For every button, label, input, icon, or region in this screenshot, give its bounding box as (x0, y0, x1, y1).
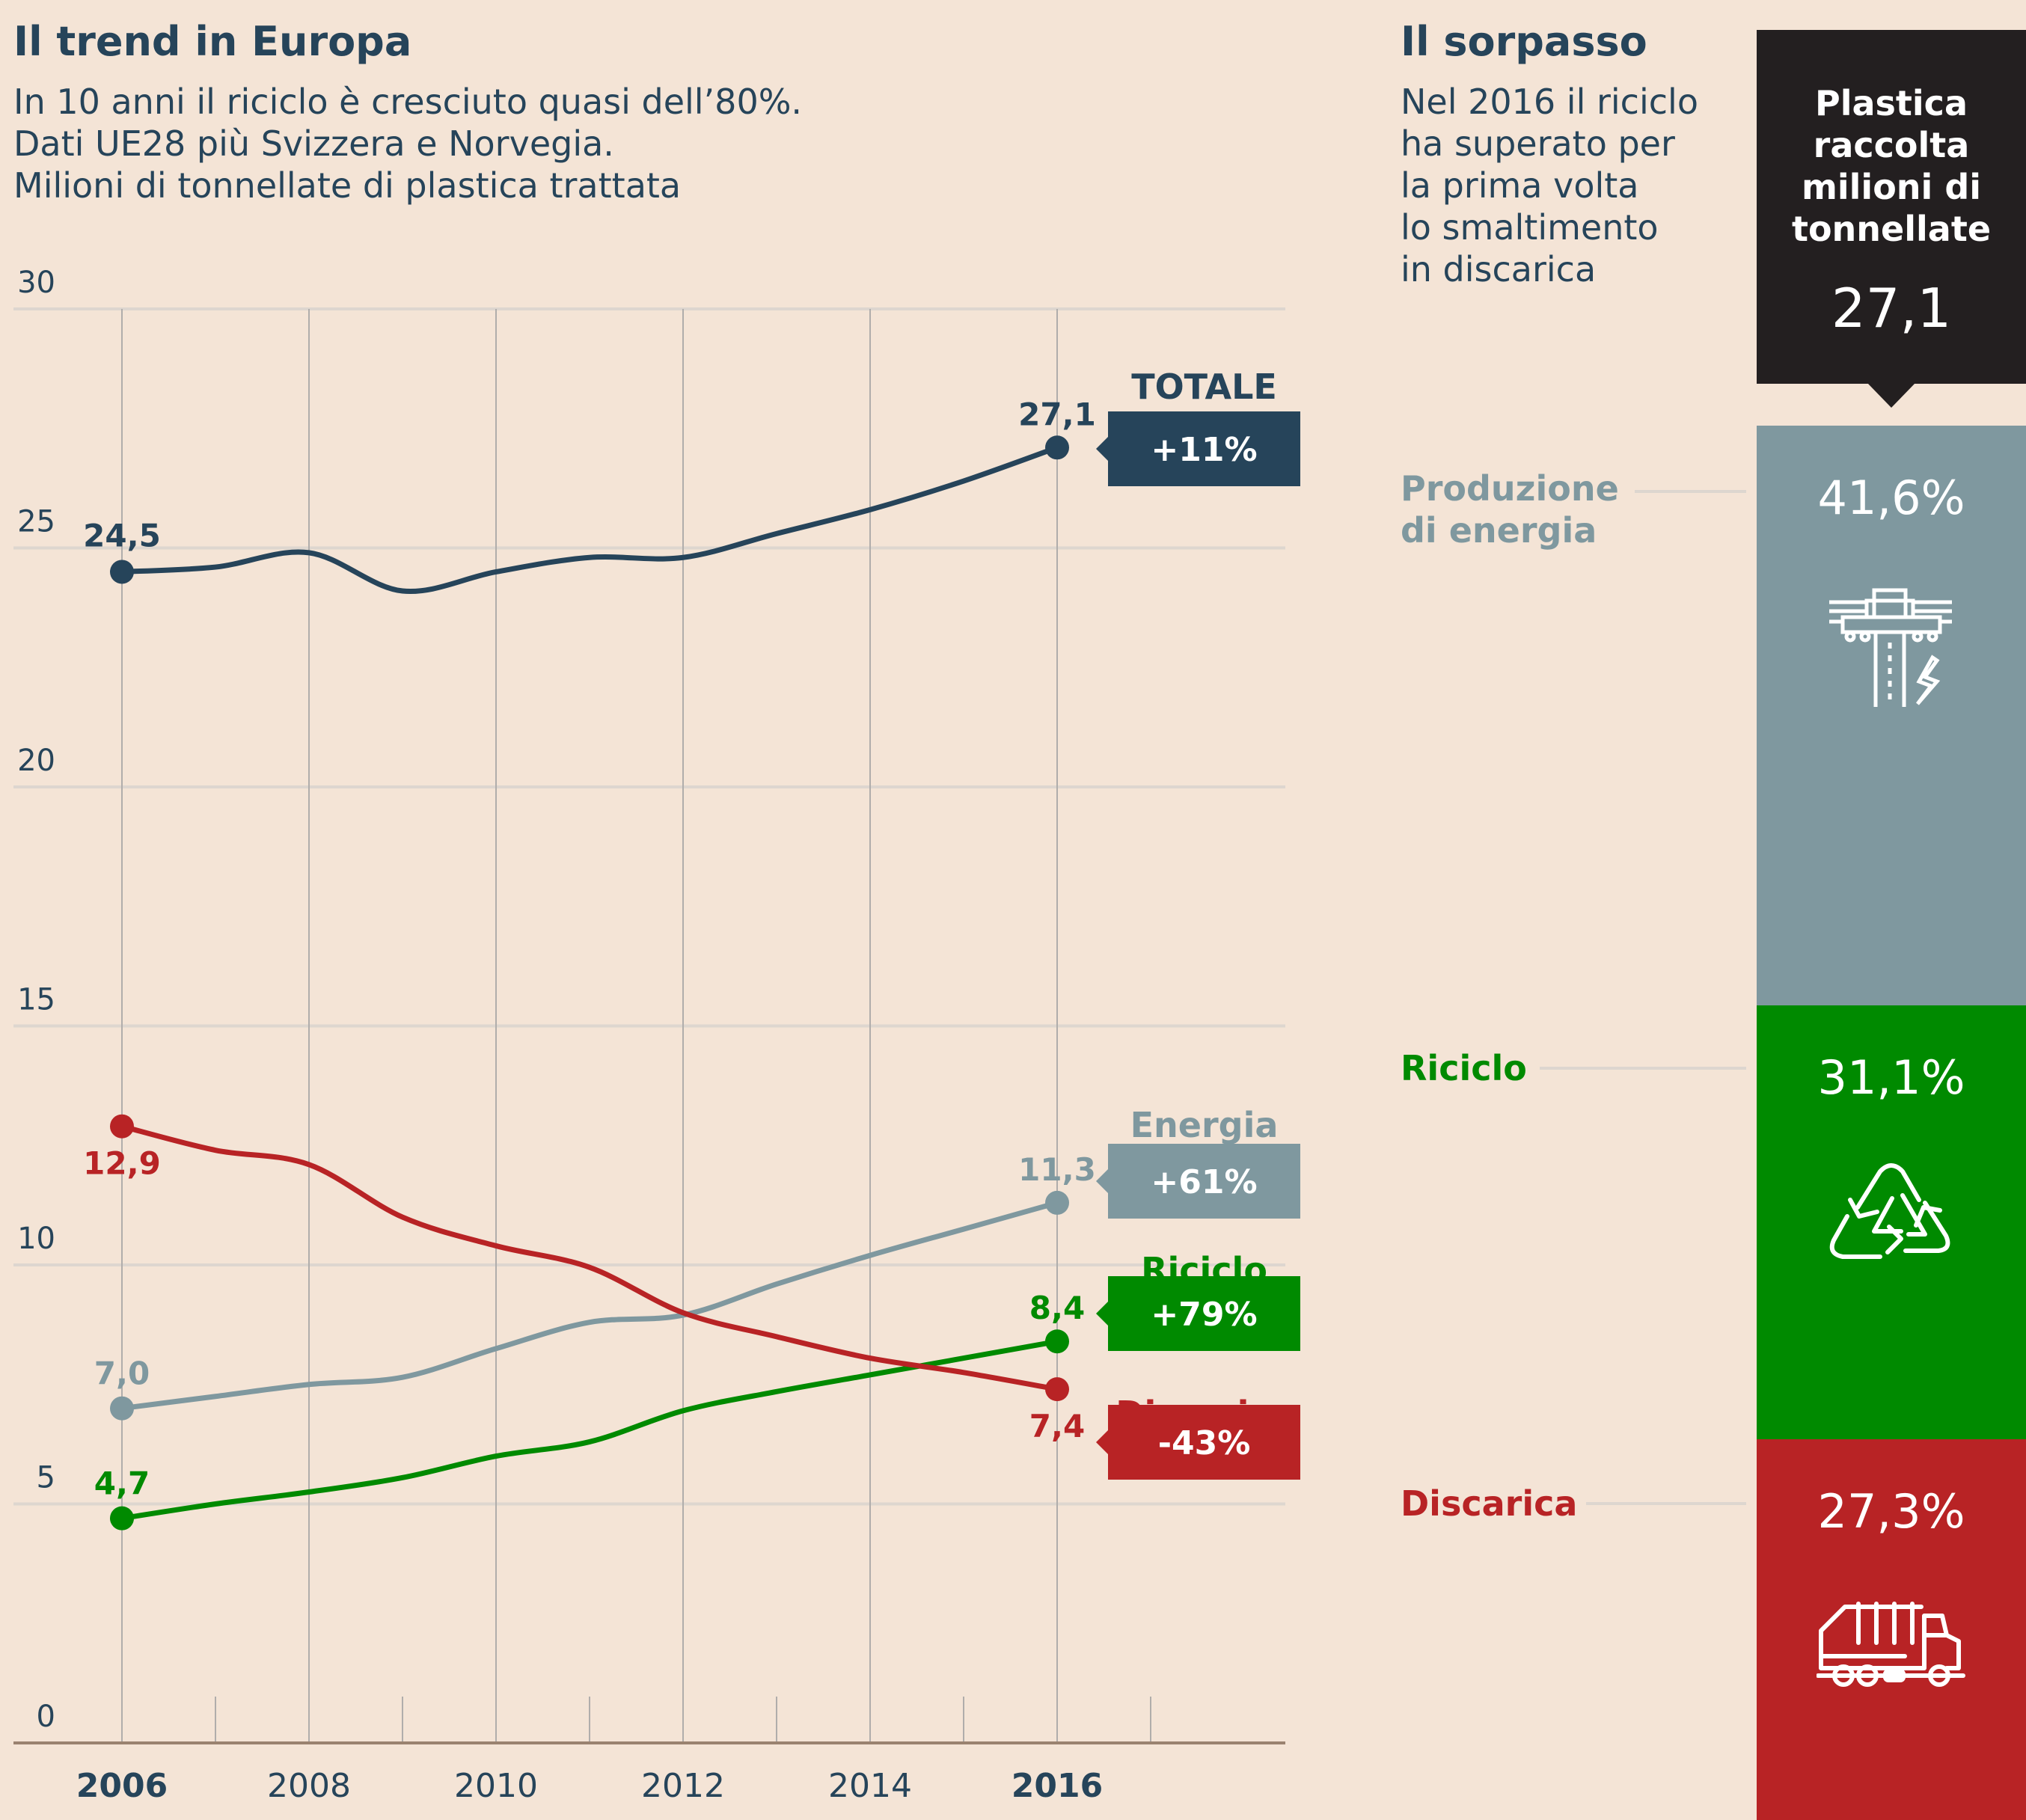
y-tick-label: 15 (17, 983, 55, 1017)
x-tick-label: 2006 (76, 1767, 168, 1805)
segment-percent: 27,3% (1817, 1484, 1965, 1539)
change-box-discarica (1096, 1405, 1300, 1480)
end-value-label: 7,4 (1029, 1408, 1085, 1444)
end-value-label: 27,1 (1018, 396, 1096, 432)
line-energia (121, 1200, 1058, 1412)
x-axis-ticks: 2006 2008 2010 2012 2014 2016 (76, 1767, 1103, 1805)
subtitle-line: Dati UE28 più Svizzera e Norvegia. (13, 123, 614, 164)
total-box-header-line: tonnellate (1791, 209, 1992, 249)
x-tick-label: 2014 (828, 1767, 912, 1805)
subtitle-line: la prima volta (1401, 165, 1639, 206)
y-tick-label: 20 (17, 744, 55, 778)
segment-label-line: di energia (1401, 510, 1597, 551)
change-label-totale: +11% (1151, 431, 1257, 469)
chart-subtitle: In 10 anni il riciclo è cresciuto quasi … (13, 81, 802, 206)
panel-title: Il sorpasso (1401, 18, 1647, 65)
change-box-totale (1096, 411, 1300, 486)
end-value-label: 8,4 (1029, 1290, 1085, 1326)
point-discarica-2006 (110, 1114, 134, 1139)
x-tick-label: 2010 (454, 1767, 538, 1805)
subtitle-line: ha superato per (1401, 123, 1675, 164)
line-discarica (121, 1124, 1058, 1392)
segment-energia: 41,6% (1757, 426, 2026, 1006)
line-chart: 0 5 10 15 20 25 30 2006 2008 2010 2012 2014 2016 24… (13, 266, 1300, 1805)
total-value: 27,1 (1831, 277, 1952, 340)
x-tick-label: 2016 (1012, 1767, 1103, 1805)
change-label-riciclo: +79% (1151, 1296, 1257, 1334)
subtitle-line: lo smaltimento (1401, 207, 1659, 248)
segment-percent: 41,6% (1817, 471, 1965, 525)
series-name-totale: TOTALE (1131, 367, 1277, 407)
point-totale-2016 (1045, 435, 1069, 460)
end-value-label: 11,3 (1018, 1151, 1096, 1188)
leader-line-riciclo (1540, 1067, 1746, 1070)
segment-label-line: Discarica (1401, 1483, 1578, 1524)
subtitle-line: In 10 anni il riciclo è cresciuto quasi … (13, 82, 803, 122)
series-lines (110, 435, 1069, 1531)
total-box-header-line: raccolta (1813, 125, 1970, 165)
segment-label-discarica: Discarica (1401, 1483, 1577, 1525)
subtitle-line: in discarica (1401, 249, 1597, 289)
segment-label-energia: Produzione di energia (1401, 468, 1619, 551)
leader-line-energia (1635, 490, 1746, 493)
start-value-label: 24,5 (83, 517, 161, 554)
point-discarica-2016 (1045, 1377, 1069, 1402)
total-box-header-line: milioni di (1801, 167, 1982, 207)
total-box-pointer (1867, 383, 1915, 408)
total-box-header-line: Plastica (1815, 83, 1968, 123)
change-box-energia (1096, 1144, 1300, 1219)
series-annotations: 24,5 27,1 TOTALE +11% 7,0 11,3 Energia +61% 4,7 8… (83, 367, 1300, 1502)
change-label-energia: +61% (1151, 1163, 1257, 1201)
change-box-riciclo (1096, 1276, 1300, 1351)
y-tick-label: 5 (37, 1461, 55, 1495)
segment-label-line: Riciclo (1401, 1048, 1527, 1088)
y-axis-ticks: 0 5 10 15 20 25 30 (17, 266, 55, 1734)
x-tick-label: 2008 (267, 1767, 351, 1805)
power-pole-lightning-icon (1829, 588, 1952, 707)
total-collected-box: Plastica raccolta milioni di tonnellate … (1757, 30, 2026, 384)
total-box-header: Plastica raccolta milioni di tonnellate (1757, 82, 2026, 250)
chart-title: Il trend in Europa (13, 18, 412, 65)
change-label-discarica: -43% (1158, 1424, 1251, 1462)
recycle-icon (1829, 1163, 1950, 1260)
point-riciclo-2006 (110, 1506, 134, 1531)
point-riciclo-2016 (1045, 1329, 1069, 1354)
y-tick-label: 25 (17, 505, 55, 539)
leader-line-discarica (1586, 1502, 1746, 1505)
segment-percent: 31,1% (1817, 1050, 1965, 1106)
point-energia-2016 (1045, 1190, 1069, 1215)
segment-discarica: 27,3% (1757, 1439, 2026, 1820)
start-value-label: 4,7 (94, 1465, 150, 1502)
x-tick-label: 2012 (641, 1767, 725, 1805)
segment-label-line: Produzione (1401, 468, 1619, 509)
point-energia-2006 (110, 1396, 134, 1421)
y-tick-label: 0 (37, 1700, 55, 1734)
y-tick-label: 30 (17, 266, 55, 300)
line-totale (121, 445, 1059, 595)
subtitle-line: Nel 2016 il riciclo (1401, 82, 1698, 122)
garbage-truck-icon (1817, 1602, 1965, 1688)
y-tick-label: 10 (17, 1222, 55, 1256)
segment-label-riciclo: Riciclo (1401, 1047, 1527, 1089)
subtitle-line: Milioni di tonnellate di plastica tratta… (13, 165, 682, 206)
vertical-gridlines (121, 309, 1151, 1743)
point-totale-2006 (110, 560, 134, 584)
line-riciclo (121, 1338, 1058, 1522)
start-value-label: 12,9 (83, 1145, 161, 1182)
horizontal-gridlines (13, 307, 1285, 1506)
segment-riciclo: 31,1% (1757, 1005, 2026, 1440)
series-name-energia: Energia (1130, 1105, 1279, 1145)
start-value-label: 7,0 (94, 1355, 150, 1392)
panel-subtitle: Nel 2016 il riciclo ha superato per la p… (1401, 81, 1698, 290)
